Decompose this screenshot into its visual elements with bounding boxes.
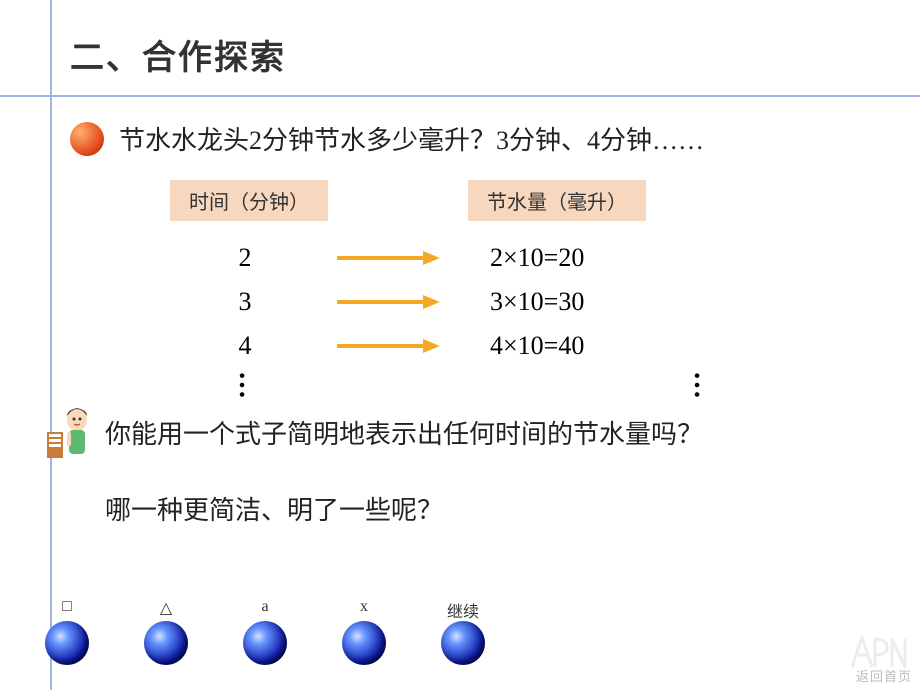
water-value: 2×10=20 — [490, 243, 584, 273]
vertical-rule — [50, 0, 52, 690]
sphere-icon — [342, 621, 386, 665]
header-water: 节水量（毫升） — [468, 180, 646, 221]
water-value: 3×10=30 — [490, 287, 584, 317]
nav-button-a[interactable]: a — [243, 598, 287, 665]
back-home-button[interactable]: 返回首页 — [856, 666, 912, 685]
sphere-icon — [144, 621, 188, 665]
nav-buttons: □ △ a x 继续 — [45, 598, 485, 665]
arrow-cell — [320, 336, 460, 356]
table-row: 3 3×10=30 — [170, 280, 770, 324]
main-question-row: 节水水龙头2分钟节水多少毫升？3分钟、4分钟…… — [70, 120, 704, 157]
sub-question-2: 哪一种更简洁、明了一些呢？ — [105, 490, 443, 527]
teacher-prompt-row: 你能用一个式子简明地表示出任何时间的节水量吗？ — [45, 402, 703, 462]
arrow-icon — [335, 248, 445, 268]
nav-label: x — [360, 598, 368, 616]
nav-button-continue[interactable]: 继续 — [441, 598, 485, 665]
arrow-cell — [320, 248, 460, 268]
sub-question-1: 你能用一个式子简明地表示出任何时间的节水量吗？ — [105, 414, 703, 451]
arrow-icon — [335, 336, 445, 356]
nav-button-square[interactable]: □ — [45, 598, 89, 665]
nav-label: □ — [62, 598, 72, 616]
table-headers: 时间（分钟） 节水量（毫升） — [170, 180, 770, 221]
main-question: 节水水龙头2分钟节水多少毫升？3分钟、4分钟…… — [119, 120, 704, 157]
vdots-icon: … — [687, 371, 719, 397]
time-value: 2 — [170, 243, 320, 273]
sphere-icon — [243, 621, 287, 665]
teacher-icon — [45, 402, 95, 462]
table-row: 2 2×10=20 — [170, 236, 770, 280]
arrow-cell — [320, 292, 460, 312]
nav-label: a — [261, 598, 268, 616]
time-value: 3 — [170, 287, 320, 317]
vdots-icon: … — [232, 371, 264, 397]
water-value: 4×10=40 — [490, 331, 584, 361]
horizontal-rule — [0, 95, 920, 97]
data-table: 时间（分钟） 节水量（毫升） 2 2×10=20 3 3×10=30 4 4×1… — [170, 180, 770, 394]
arrow-icon — [335, 292, 445, 312]
slide: 二、合作探索 节水水龙头2分钟节水多少毫升？3分钟、4分钟…… 时间（分钟） 节… — [0, 0, 920, 690]
section-title: 二、合作探索 — [70, 30, 870, 79]
table-row: 4 4×10=40 — [170, 324, 770, 368]
sphere-icon — [45, 621, 89, 665]
nav-label: 继续 — [447, 598, 479, 616]
sphere-icon — [441, 621, 485, 665]
time-value: 4 — [170, 331, 320, 361]
nav-label: △ — [160, 598, 172, 616]
ellipsis-row: … … — [170, 368, 770, 394]
bullet-sphere-icon — [70, 122, 104, 156]
header-time: 时间（分钟） — [170, 180, 328, 221]
nav-button-triangle[interactable]: △ — [144, 598, 188, 665]
nav-button-x[interactable]: x — [342, 598, 386, 665]
